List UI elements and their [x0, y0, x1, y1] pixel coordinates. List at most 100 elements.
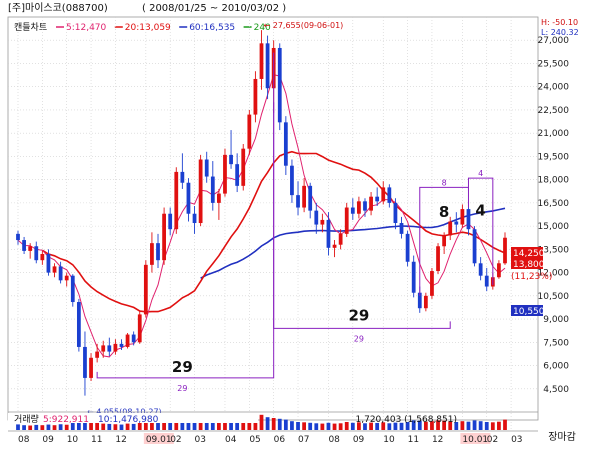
- ma-legend-label: 240: [254, 23, 271, 33]
- cycle-29-bracket-a: [96, 52, 275, 379]
- candle-body: [442, 235, 447, 247]
- volume-bar: [143, 417, 148, 430]
- candle-body: [198, 159, 203, 224]
- volume-bar: [101, 423, 106, 430]
- volume-bar: [259, 414, 264, 430]
- candle-body: [296, 195, 300, 208]
- cycle-29-bracket-b: [273, 102, 451, 329]
- volume-bar: [296, 422, 300, 430]
- candle-body: [156, 243, 160, 261]
- cycle-29-small-b: 29: [354, 334, 364, 343]
- candle-body: [381, 187, 386, 202]
- x-tick-label: 02: [170, 435, 181, 445]
- volume-bar: [369, 422, 373, 430]
- candle-body: [497, 263, 501, 278]
- volume-bar: [320, 423, 325, 430]
- cycle-29-small-a: 29: [177, 384, 187, 393]
- volume-bar: [393, 422, 398, 430]
- x-tick-label: 10: [67, 435, 79, 445]
- candle-body: [338, 233, 343, 245]
- candle-body: [210, 176, 215, 203]
- y-tick-label: 16,500: [538, 199, 570, 209]
- candle-body: [320, 219, 325, 225]
- candle-body: [350, 207, 355, 214]
- candle-body: [308, 185, 313, 211]
- volume-bar: [150, 418, 154, 430]
- candle-body: [436, 246, 440, 272]
- volume-bar: [34, 424, 39, 430]
- candle-body: [76, 302, 81, 347]
- candle-body: [34, 246, 39, 261]
- volume-bar: [180, 420, 185, 430]
- x-tick-label: 12: [115, 435, 126, 445]
- candles: [16, 30, 507, 396]
- cycle-8-label: 8: [439, 203, 449, 221]
- volume-bar: [326, 422, 331, 430]
- volume-bar: [338, 423, 343, 430]
- volume-bar: [204, 421, 209, 430]
- volume-bar: [314, 423, 319, 430]
- candle-body: [332, 244, 337, 248]
- ma5-line: [17, 73, 506, 358]
- y-tick-label: 10,500: [538, 292, 570, 302]
- volume-bar: [484, 422, 489, 430]
- volume-bar: [168, 421, 173, 430]
- ma20-tag-bg: [511, 258, 543, 269]
- candle-body: [344, 207, 349, 234]
- x-tick-label: 08: [328, 435, 340, 445]
- x-tick-label: 03: [195, 435, 206, 445]
- volume-bar: [332, 423, 337, 430]
- candle-body: [22, 240, 26, 251]
- volume-bar: [113, 424, 118, 430]
- candle-body: [58, 266, 63, 281]
- volume-bar: [89, 419, 93, 430]
- y-tick-label: 18,000: [538, 176, 570, 186]
- volume-bar: [52, 425, 57, 430]
- volume-bar: [253, 416, 258, 430]
- cycle-4-label: 4: [475, 201, 485, 219]
- grid-lines: [8, 17, 538, 431]
- candle-body: [259, 43, 264, 79]
- change-pct-tag: (11,23%): [511, 272, 552, 282]
- volume-readout: 1,720,403 (1,568,851): [356, 415, 458, 425]
- y-tick-label: 24,000: [538, 83, 570, 93]
- x-tick-label: 09.01: [146, 435, 172, 445]
- x-tick-label: 09: [42, 435, 54, 445]
- volume-bar: [241, 421, 246, 430]
- volume-bar: [290, 421, 294, 430]
- candle-body: [503, 237, 507, 264]
- candle-body: [423, 295, 428, 309]
- candle-body: [16, 233, 20, 241]
- y-tick-label: 12,000: [538, 269, 570, 279]
- cycle-4-small: 4: [478, 169, 483, 178]
- volume-bar: [478, 421, 483, 430]
- volume-bar: [490, 422, 495, 430]
- x-tick-label: 03: [511, 435, 522, 445]
- volume-bar: [363, 423, 367, 430]
- ma-legend-label: 20:13,059: [125, 23, 171, 33]
- x-tick-label: 04: [225, 435, 237, 445]
- candle-body: [119, 343, 124, 347]
- header-bar: [0, 0, 590, 15]
- candle-body: [290, 165, 294, 196]
- x-tick-label: 09: [353, 435, 365, 445]
- x-tick-label: 02: [487, 435, 498, 445]
- candle-body: [143, 264, 148, 315]
- cycle-8-small: 8: [442, 178, 447, 187]
- y-tick-label: 13,500: [538, 245, 570, 255]
- volume-bar: [454, 422, 459, 430]
- candle-body: [283, 122, 288, 166]
- candle-body: [265, 43, 270, 89]
- volume-bar: [277, 418, 282, 430]
- candle-body: [229, 154, 233, 165]
- volume-bar: [247, 418, 252, 430]
- candle-body: [375, 196, 380, 202]
- volume-bar: [70, 422, 75, 430]
- volume-bar: [131, 423, 136, 430]
- candle-body: [64, 275, 69, 281]
- x-tick-label: 05: [249, 435, 260, 445]
- candle-body: [168, 213, 173, 230]
